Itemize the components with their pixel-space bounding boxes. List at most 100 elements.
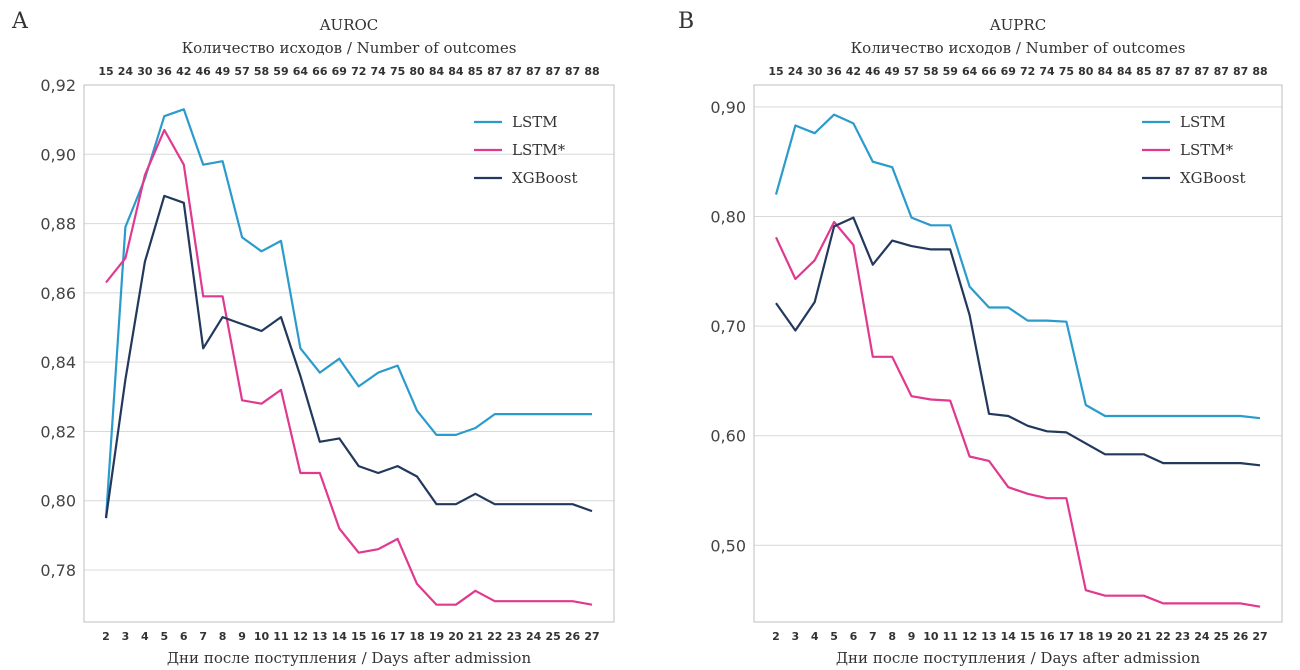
x-tick-label: 3 xyxy=(792,630,800,643)
x-tick-label: 23 xyxy=(507,630,522,643)
x-tick-label: 27 xyxy=(584,630,599,643)
series-line xyxy=(775,220,1261,608)
x-tick-label: 9 xyxy=(238,630,246,643)
x-axis-label: Дни после поступления / Days after admis… xyxy=(167,649,532,667)
y-tick-label: 0,78 xyxy=(40,561,76,580)
top-tick-label: 87 xyxy=(1156,65,1171,78)
legend-label: LSTM xyxy=(512,113,558,131)
top-tick-label: 49 xyxy=(885,65,900,78)
top-tick-label: 42 xyxy=(846,65,861,78)
x-tick-label: 26 xyxy=(565,630,581,643)
legend-label: XGBoost xyxy=(1180,169,1245,187)
top-tick-label: 46 xyxy=(196,65,212,78)
panel-label: A xyxy=(11,9,29,34)
top-tick-label: 87 xyxy=(526,65,541,78)
top-tick-label: 30 xyxy=(807,65,823,78)
top-tick-label: 36 xyxy=(826,65,842,78)
x-tick-label: 17 xyxy=(390,630,405,643)
top-tick-label: 80 xyxy=(409,65,425,78)
x-tick-label: 19 xyxy=(429,630,444,643)
top-tick-label: 36 xyxy=(157,65,173,78)
x-tick-label: 2 xyxy=(102,630,110,643)
chart-title: AUROC xyxy=(319,16,379,34)
x-tick-label: 26 xyxy=(1233,630,1249,643)
top-tick-label: 57 xyxy=(234,65,249,78)
x-tick-label: 3 xyxy=(122,630,130,643)
y-tick-label: 0,80 xyxy=(710,208,746,227)
top-tick-label: 87 xyxy=(1194,65,1209,78)
y-tick-label: 0,90 xyxy=(710,98,746,117)
y-tick-label: 0,86 xyxy=(40,284,76,303)
top-tick-label: 24 xyxy=(118,65,134,78)
x-tick-label: 15 xyxy=(1020,630,1035,643)
x-tick-label: 24 xyxy=(526,630,542,643)
top-tick-label: 84 xyxy=(448,65,464,78)
top-tick-label: 49 xyxy=(215,65,230,78)
top-axis-label: Количество исходов / Number of outcomes xyxy=(851,39,1186,57)
legend-label: LSTM xyxy=(1180,113,1226,131)
top-tick-label: 57 xyxy=(904,65,919,78)
series-line xyxy=(105,128,593,606)
x-tick-label: 23 xyxy=(1175,630,1190,643)
x-tick-label: 14 xyxy=(332,630,348,643)
panel-label: B xyxy=(678,9,694,34)
y-tick-label: 0,90 xyxy=(40,145,76,164)
plot-frame xyxy=(83,84,615,623)
x-tick-label: 20 xyxy=(448,630,464,643)
top-tick-label: 30 xyxy=(137,65,153,78)
top-tick-label: 84 xyxy=(1097,65,1113,78)
x-tick-label: 4 xyxy=(811,630,819,643)
series-line xyxy=(104,194,593,519)
x-tick-label: 25 xyxy=(545,630,560,643)
top-tick-label: 88 xyxy=(584,65,599,78)
top-tick-label: 58 xyxy=(254,65,269,78)
series-line xyxy=(775,216,1261,467)
x-tick-label: 27 xyxy=(1252,630,1267,643)
top-tick-label: 66 xyxy=(981,65,997,78)
x-tick-label: 17 xyxy=(1059,630,1074,643)
x-tick-label: 5 xyxy=(160,630,168,643)
x-tick-label: 2 xyxy=(772,630,780,643)
y-tick-label: 0,92 xyxy=(40,76,76,95)
plot-area: 0,780,800,820,840,860,880,900,922 3 4 5 6 7 8 9… xyxy=(40,65,615,643)
x-tick-label: 18 xyxy=(1078,630,1093,643)
series-line xyxy=(774,113,1261,420)
x-tick-label: 25 xyxy=(1214,630,1229,643)
x-tick-label: 22 xyxy=(487,630,502,643)
top-tick-label: 42 xyxy=(176,65,191,78)
x-tick-label: 12 xyxy=(293,630,308,643)
panel-b: B AUPRC Количество исходов / Number of o… xyxy=(678,9,1283,667)
x-tick-label: 8 xyxy=(888,630,896,643)
top-tick-label: 80 xyxy=(1078,65,1094,78)
x-tick-label: 20 xyxy=(1117,630,1133,643)
top-tick-label: 15 xyxy=(768,65,783,78)
top-tick-label: 87 xyxy=(565,65,580,78)
y-tick-label: 0,88 xyxy=(40,215,76,234)
x-tick-label: 16 xyxy=(1039,630,1055,643)
top-tick-label: 72 xyxy=(351,65,366,78)
top-tick-label: 74 xyxy=(1039,65,1055,78)
top-tick-label: 69 xyxy=(1001,65,1016,78)
top-tick-label: 84 xyxy=(429,65,445,78)
top-tick-label: 85 xyxy=(1136,65,1151,78)
x-tick-label: 9 xyxy=(908,630,916,643)
x-tick-label: 24 xyxy=(1194,630,1210,643)
x-tick-label: 22 xyxy=(1156,630,1171,643)
top-tick-label: 72 xyxy=(1020,65,1035,78)
x-tick-label: 16 xyxy=(371,630,387,643)
top-tick-label: 85 xyxy=(468,65,483,78)
top-tick-label: 69 xyxy=(332,65,347,78)
top-tick-label: 88 xyxy=(1252,65,1267,78)
y-tick-label: 0,50 xyxy=(710,536,746,555)
x-tick-label: 4 xyxy=(141,630,149,643)
x-tick-label: 11 xyxy=(273,630,288,643)
x-tick-label: 7 xyxy=(869,630,877,643)
x-tick-label: 10 xyxy=(923,630,939,643)
x-tick-label: 8 xyxy=(219,630,227,643)
top-tick-label: 75 xyxy=(390,65,405,78)
plot-frame xyxy=(753,84,1283,623)
top-tick-label: 59 xyxy=(273,65,288,78)
chart-title: AUPRC xyxy=(989,16,1046,34)
y-tick-label: 0,84 xyxy=(40,353,76,372)
top-tick-label: 84 xyxy=(1117,65,1133,78)
